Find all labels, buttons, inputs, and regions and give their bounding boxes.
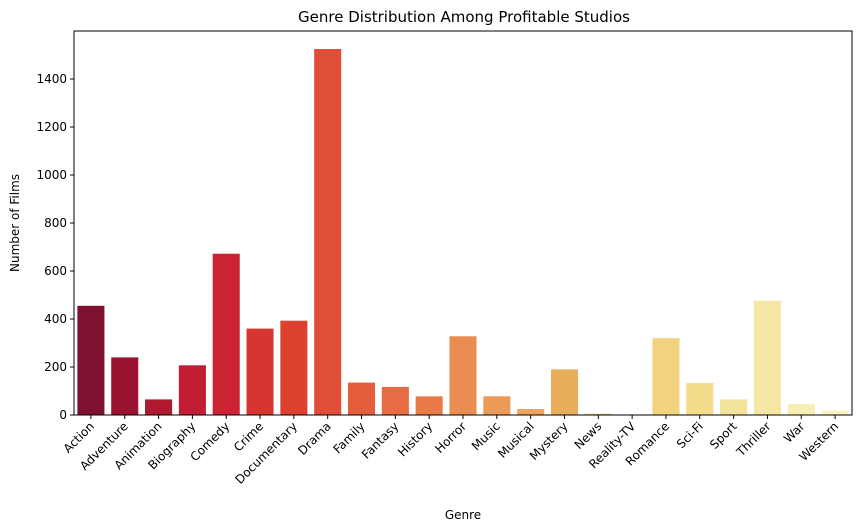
bar-western [821,410,849,415]
y-tick-label: 0 [59,408,67,422]
plot-frame [73,30,853,416]
bars-group [77,49,849,415]
bar-comedy [212,253,240,415]
y-tick-label: 1000 [36,168,67,182]
y-axis: 0 200 400 600 800 1000 1200 1400 [36,72,74,422]
y-axis-label: Number of Films [8,174,22,272]
y-tick-label: 200 [44,360,67,374]
y-tick-label: 1400 [36,72,67,86]
bar-fantasy [381,386,409,415]
bar-drama [314,49,342,415]
bar-biography [178,365,206,415]
x-tick-label: War [781,419,807,445]
bar-news [584,413,612,415]
chart-title: Genre Distribution Among Profitable Stud… [298,8,630,26]
x-tick-label: Fantasy [359,419,402,462]
bar-mystery [550,369,579,415]
x-tick-label: Documentary [232,419,300,487]
bar-war [787,404,815,415]
x-tick-label: History [395,419,435,459]
y-tick-label: 1200 [36,120,67,134]
x-tick-label: Horror [432,419,469,456]
bar-sport [720,399,748,415]
x-tick-label: Thriller [733,419,773,459]
y-tick-label: 400 [44,312,67,326]
x-tick-label: Sci-Fi [674,419,706,451]
axes-border [73,30,853,416]
bar-sci-fi [686,383,714,415]
x-axis: ActionAdventureAnimationBiographyComedyC… [61,415,841,487]
bar-horror [449,336,477,415]
x-axis-label: Genre [445,508,481,522]
y-tick-label: 600 [44,264,67,278]
bar-animation [145,399,173,415]
bar-musical [517,409,545,415]
y-tick-label: 800 [44,216,67,230]
x-tick-label: Drama [295,419,334,458]
bar-family [347,382,376,415]
bar-music [483,396,511,415]
bar-romance [652,338,680,415]
bar-history [415,396,443,415]
bar-action [77,305,105,415]
bar-adventure [111,357,139,415]
bar-thriller [753,300,781,415]
bar-crime [246,328,274,415]
bar-documentary [280,320,308,415]
